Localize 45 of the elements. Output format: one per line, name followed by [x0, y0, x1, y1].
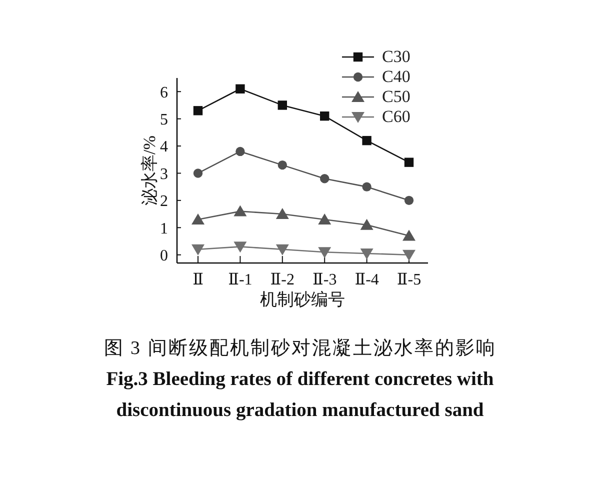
x-tick-label: Ⅱ-5: [396, 271, 422, 288]
point: [193, 106, 203, 116]
caption: 图 3 间断级配机制砂对混凝土泌水率的影响: [104, 337, 496, 361]
point: [404, 196, 414, 206]
x-axis-title: 机制砂编号: [260, 290, 345, 310]
point: [360, 248, 374, 260]
legend-label: C30: [382, 47, 410, 67]
y-tick-label: 3: [160, 166, 168, 183]
legend-label: C40: [382, 67, 410, 87]
x-tick-label: Ⅱ: [192, 271, 204, 288]
y-axis-title: 泌水率/%: [140, 136, 160, 206]
point: [236, 146, 245, 156]
x-tick-label: Ⅱ-3: [312, 271, 337, 288]
point: [404, 158, 414, 167]
point: [402, 230, 416, 241]
point: [360, 218, 374, 230]
legend-label: C50: [382, 87, 410, 107]
point: [193, 168, 203, 178]
point: [236, 84, 245, 94]
point: [402, 250, 416, 261]
x-tick-label: Ⅱ-2: [270, 271, 294, 288]
point: [362, 136, 372, 146]
point: [320, 111, 330, 121]
x-tick-label: Ⅱ-1: [228, 271, 252, 288]
point: [318, 247, 332, 258]
point: [276, 244, 289, 256]
y-tick-label: 0: [160, 248, 168, 265]
y-tick-label: 2: [160, 193, 168, 210]
y-tick-label: 4: [160, 138, 168, 156]
point: [278, 100, 287, 110]
point: [276, 208, 289, 220]
point: [192, 244, 204, 256]
point: [278, 160, 287, 170]
y-tick-label: 6: [160, 84, 168, 102]
point: [234, 205, 247, 216]
y-tick-label: 1: [160, 220, 168, 238]
point: [192, 213, 204, 224]
point: [320, 174, 330, 184]
point: [234, 242, 247, 253]
y-tick-label: 5: [160, 111, 168, 128]
legend-label: C60: [382, 107, 410, 127]
point: [318, 213, 332, 224]
x-tick-label: Ⅱ-4: [354, 271, 379, 288]
point: [362, 182, 372, 192]
caption: Fig.3 Bleeding rates of different concretes with discontinuous gradation manufactured sand: [105, 368, 495, 423]
